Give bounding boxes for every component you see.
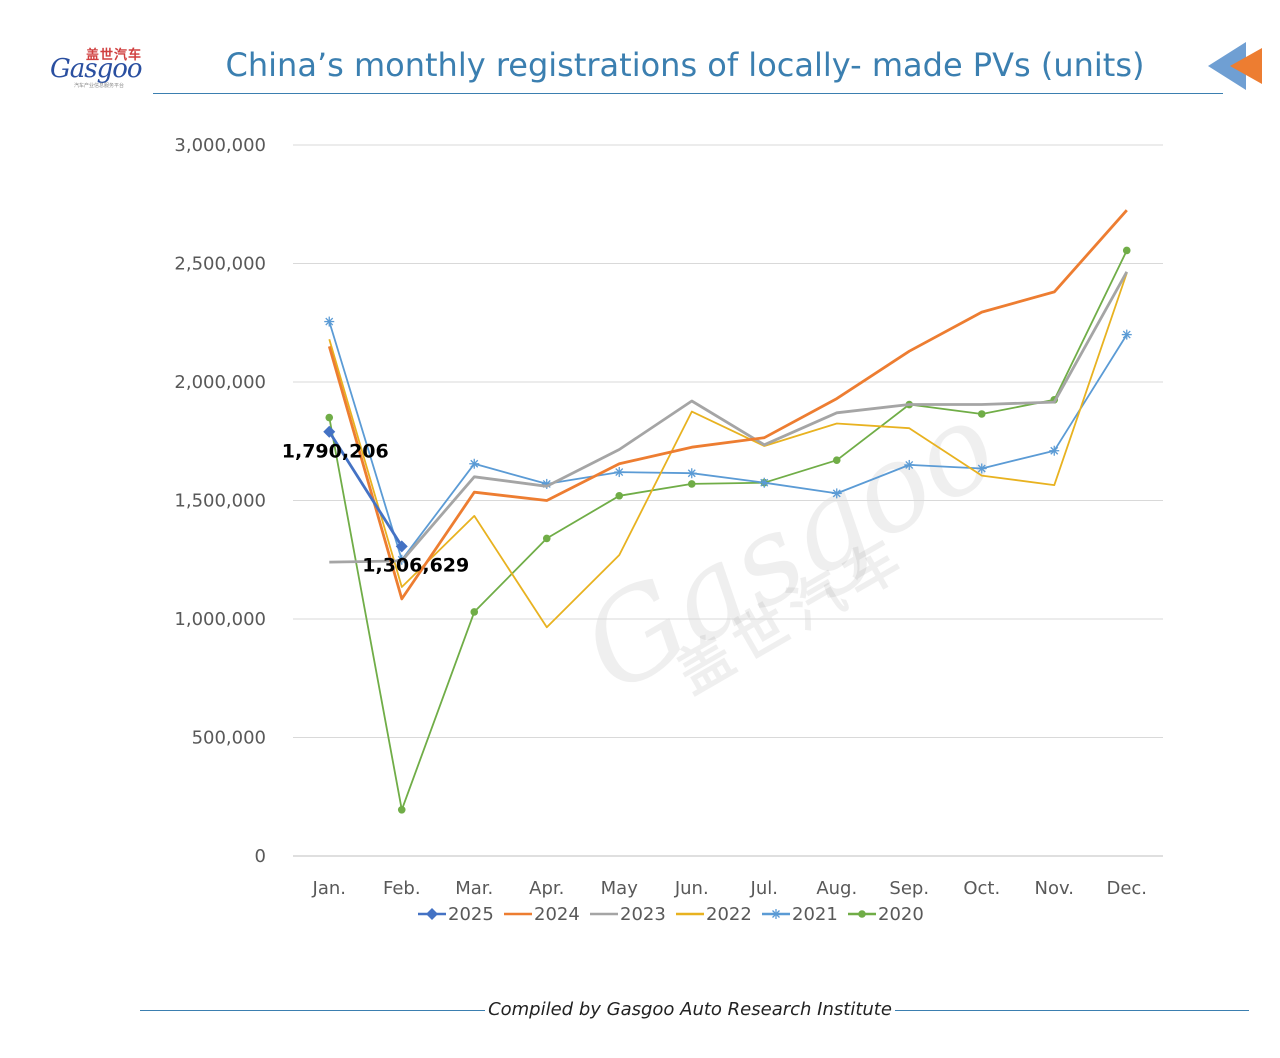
data-point — [832, 456, 841, 465]
x-tick-label: May — [601, 878, 639, 899]
y-tick-label: 2,000,000 — [174, 372, 266, 393]
x-tick-label: Apr. — [529, 878, 564, 899]
gasgoo-logo: 盖世汽车 Gasgoo 汽车产业信息服务平台 — [44, 44, 154, 92]
data-point — [977, 410, 986, 418]
footer-rule-left — [140, 1010, 485, 1011]
legend-label-2024: 2024 — [534, 904, 580, 925]
data-point — [470, 608, 479, 616]
y-tick-label: 2,500,000 — [174, 254, 266, 275]
data-label: 1,306,629 — [362, 554, 469, 576]
x-tick-label: Jan. — [312, 878, 346, 899]
x-tick-label: Dec. — [1106, 878, 1147, 899]
legend-label-2020: 2020 — [878, 904, 924, 925]
data-point — [325, 413, 334, 422]
logo-english-text: Gasgoo — [50, 54, 143, 84]
x-tick-label: Mar. — [455, 878, 493, 899]
logo-chinese-text: 盖世汽车 — [86, 48, 143, 63]
data-point — [904, 459, 915, 470]
x-tick-label: Sep. — [889, 878, 929, 899]
legend-label-2022: 2022 — [706, 904, 752, 925]
data-point — [858, 910, 866, 918]
logo-subtitle: 汽车产业信息服务平台 — [74, 83, 125, 89]
y-tick-label: 1,000,000 — [174, 609, 266, 630]
series-line-2022 — [328, 272, 1128, 629]
data-point — [542, 534, 551, 543]
data-point — [1122, 246, 1131, 255]
series-line-2024 — [327, 209, 1128, 601]
legend-label-2025: 2025 — [448, 904, 494, 925]
series-line-2021 — [328, 321, 1128, 561]
data-point — [771, 909, 781, 919]
data-point — [469, 458, 480, 469]
data-label: 1,790,206 — [282, 441, 389, 463]
series-line-2020 — [328, 250, 1128, 811]
legend-label-2023: 2023 — [620, 904, 666, 925]
data-point — [831, 488, 842, 499]
x-tick-label: Jun. — [674, 878, 709, 899]
data-point — [323, 425, 336, 438]
series-line-2025 — [328, 430, 403, 548]
data-point — [759, 477, 770, 488]
data-point — [395, 540, 408, 553]
y-tick-label: 3,000,000 — [174, 135, 266, 156]
title-underline — [153, 93, 1223, 94]
footer-rule-right — [895, 1010, 1249, 1011]
legend-label-2021: 2021 — [792, 904, 838, 925]
data-point — [426, 908, 438, 920]
y-tick-label: 0 — [255, 846, 266, 867]
x-tick-label: Aug. — [816, 878, 857, 899]
data-point — [324, 316, 335, 327]
corner-arrow-icon — [1208, 42, 1262, 90]
y-tick-label: 1,500,000 — [174, 491, 266, 512]
data-point — [1121, 329, 1132, 340]
line-chart: 0 500,000 1,000,000 1,500,000 2,000,000 2,500… — [174, 135, 1163, 925]
data-point — [687, 480, 696, 488]
footer-credit: Compiled by Gasgoo Auto Research Institu… — [488, 999, 892, 1020]
x-tick-label: Oct. — [963, 878, 1000, 899]
data-point — [1049, 445, 1060, 456]
y-tick-label: 500,000 — [192, 728, 266, 749]
data-point — [976, 463, 987, 474]
series-line-2023 — [329, 271, 1129, 564]
x-tick-label: Nov. — [1035, 878, 1074, 899]
data-point — [615, 491, 624, 500]
x-tick-label: Jul. — [750, 878, 778, 899]
data-point — [614, 467, 625, 478]
chart-title: China’s monthly registrations of locally… — [225, 46, 1145, 84]
x-tick-label: Feb. — [383, 878, 421, 899]
data-point — [397, 805, 406, 814]
data-point — [686, 468, 697, 479]
